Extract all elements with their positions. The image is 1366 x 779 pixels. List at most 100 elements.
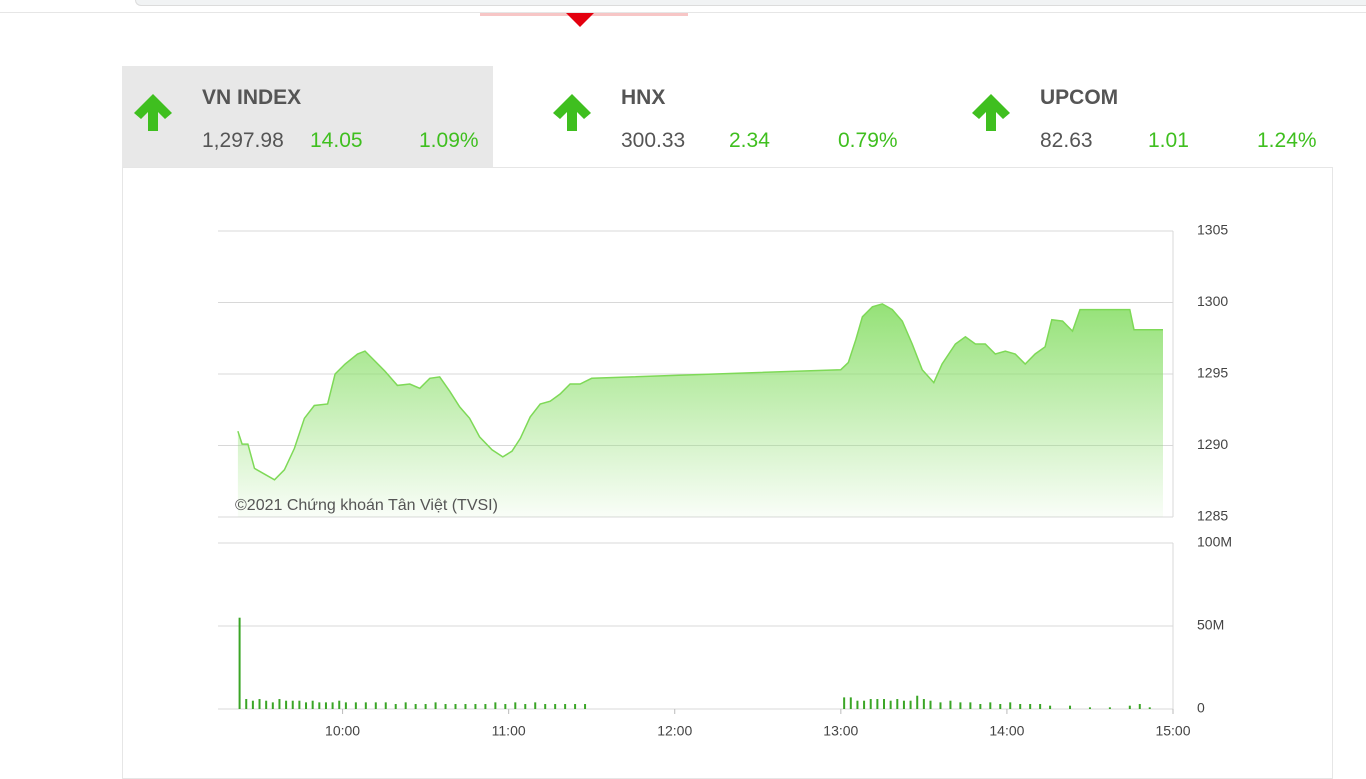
volume-bar bbox=[843, 697, 846, 709]
index-price: 1,297.98 bbox=[202, 129, 284, 152]
index-tab[interactable]: UPCOM 82.63 1.01 1.24% bbox=[960, 66, 1331, 167]
volume-bar bbox=[311, 700, 314, 709]
volume-bar bbox=[969, 702, 972, 709]
volume-bar bbox=[1069, 705, 1072, 709]
volume-bar bbox=[1108, 707, 1111, 709]
volume-bar bbox=[922, 699, 925, 709]
volume-bar bbox=[338, 700, 341, 709]
index-price: 300.33 bbox=[621, 129, 686, 152]
volume-bar bbox=[999, 704, 1002, 709]
index-change: 14.05 bbox=[310, 129, 363, 152]
volume-bar bbox=[245, 699, 248, 709]
y-tick-label: 1305 bbox=[1197, 222, 1228, 238]
volume-bar bbox=[939, 702, 942, 709]
volume-bar bbox=[989, 702, 992, 709]
index-name: UPCOM bbox=[1040, 86, 1119, 109]
volume-bar bbox=[1039, 704, 1042, 709]
volume-bar bbox=[584, 704, 587, 709]
volume-bar bbox=[394, 704, 397, 709]
volume-bar bbox=[384, 702, 387, 709]
volume-bar bbox=[554, 704, 557, 709]
volume-bar bbox=[238, 617, 241, 709]
volume-bar bbox=[1009, 702, 1012, 709]
browser-bar bbox=[135, 0, 1366, 6]
index-tab[interactable]: VN INDEX 1,297.98 14.05 1.09% bbox=[122, 66, 493, 167]
x-tick-label: 14:00 bbox=[989, 723, 1024, 739]
volume-bar bbox=[916, 695, 919, 709]
area-fill bbox=[237, 303, 1163, 517]
index-change: 2.34 bbox=[729, 129, 770, 152]
price-line bbox=[237, 303, 1163, 481]
volume-bar bbox=[909, 700, 912, 709]
x-tick-label: 13:00 bbox=[823, 723, 858, 739]
volume-bar bbox=[929, 700, 932, 709]
index-percent: 1.24% bbox=[1257, 129, 1317, 152]
volume-bar bbox=[354, 702, 357, 709]
volume-bar bbox=[251, 700, 254, 709]
red-pointer bbox=[566, 13, 594, 27]
volume-bar bbox=[1128, 705, 1131, 709]
y-tick-label: 1300 bbox=[1197, 293, 1228, 309]
y-tick-label: 1285 bbox=[1197, 508, 1228, 524]
watermark: ©2021 Chứng khoán Tân Việt (TVSI) bbox=[235, 497, 498, 514]
volume-bar bbox=[291, 700, 294, 709]
volume-bar bbox=[424, 704, 427, 709]
volume-bar bbox=[902, 700, 905, 709]
y-tick-label: 0 bbox=[1197, 700, 1205, 716]
up-arrow bbox=[553, 94, 591, 131]
volume-bar bbox=[414, 704, 417, 709]
x-tick-label: 15:00 bbox=[1155, 723, 1190, 739]
volume-bar bbox=[1029, 704, 1032, 709]
index-name: HNX bbox=[621, 86, 666, 109]
volume-bar bbox=[305, 702, 308, 709]
index-tab[interactable]: HNX 300.33 2.34 0.79% bbox=[541, 66, 912, 167]
y-tick-label: 50M bbox=[1197, 617, 1224, 633]
volume-bar bbox=[524, 704, 527, 709]
divider bbox=[0, 12, 1366, 13]
volume-bar bbox=[544, 704, 547, 709]
x-tick-label: 10:00 bbox=[325, 723, 360, 739]
volume-bar bbox=[271, 702, 274, 709]
volume-bar bbox=[1088, 707, 1091, 709]
x-tick-label: 11:00 bbox=[492, 723, 526, 739]
y-tick-label: 1295 bbox=[1197, 365, 1228, 381]
volume-bar bbox=[265, 700, 268, 709]
volume-bar bbox=[494, 702, 497, 709]
volume-bar bbox=[1019, 704, 1022, 709]
volume-bar bbox=[849, 697, 852, 709]
volume-bar bbox=[474, 704, 477, 709]
volume-bar bbox=[364, 702, 367, 709]
volume-bar bbox=[1138, 704, 1141, 709]
x-tick-label: 12:00 bbox=[657, 723, 692, 739]
index-change: 1.01 bbox=[1148, 129, 1189, 152]
volume-bar bbox=[896, 699, 899, 709]
volume-bar bbox=[869, 699, 872, 709]
up-arrow bbox=[134, 94, 172, 131]
volume-bar bbox=[534, 702, 537, 709]
volume-bar bbox=[404, 702, 407, 709]
volume-bar bbox=[434, 702, 437, 709]
index-name: VN INDEX bbox=[202, 86, 302, 109]
volume-bar bbox=[959, 702, 962, 709]
index-percent: 0.79% bbox=[838, 129, 898, 152]
volume-bar bbox=[374, 702, 377, 709]
volume-bar bbox=[949, 700, 952, 709]
volume-bar bbox=[889, 700, 892, 709]
volume-bar bbox=[514, 702, 517, 709]
volume-bar bbox=[484, 704, 487, 709]
index-price: 82.63 bbox=[1040, 129, 1093, 152]
y-tick-label: 1290 bbox=[1197, 436, 1228, 452]
volume-bar bbox=[454, 704, 457, 709]
index-percent: 1.09% bbox=[419, 129, 479, 152]
volume-bar bbox=[324, 702, 327, 709]
volume-bar bbox=[504, 704, 507, 709]
volume-bar bbox=[464, 704, 467, 709]
y-tick-label: 100M bbox=[1197, 534, 1232, 550]
volume-bar bbox=[444, 704, 447, 709]
volume-bar bbox=[298, 700, 301, 709]
volume-bar bbox=[331, 702, 334, 709]
volume-bar bbox=[278, 699, 281, 709]
volume-bar bbox=[564, 704, 567, 709]
volume-bar bbox=[344, 702, 347, 709]
